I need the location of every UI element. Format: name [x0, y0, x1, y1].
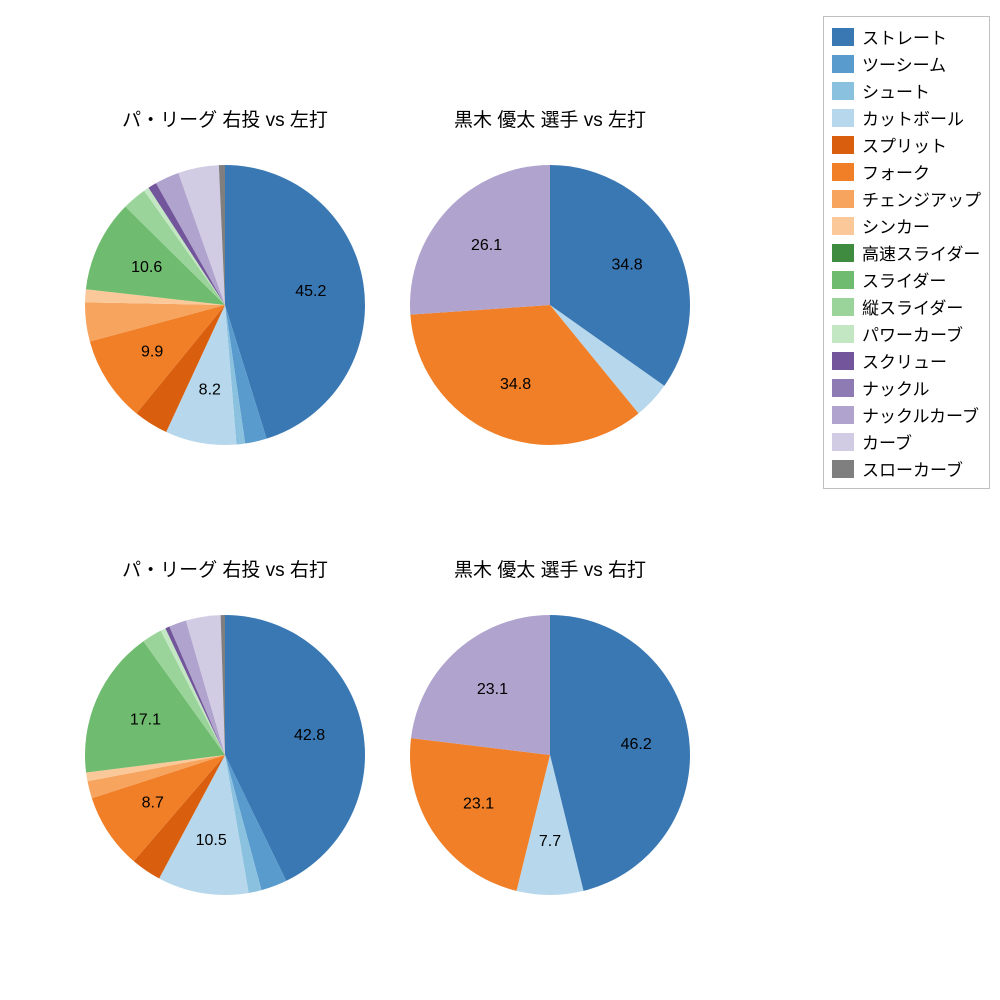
legend-label: ツーシーム	[862, 51, 946, 76]
legend-item: カーブ	[832, 428, 981, 455]
legend-label: シンカー	[862, 213, 930, 238]
legend-swatch	[832, 217, 854, 235]
legend-swatch	[832, 379, 854, 397]
legend-label: 高速スライダー	[862, 240, 980, 265]
legend-label: ストレート	[862, 24, 947, 49]
legend-item: カットボール	[832, 104, 981, 131]
legend-swatch	[832, 136, 854, 154]
pie-slice-label: 8.2	[199, 382, 221, 399]
pie-slice-label: 17.1	[130, 711, 161, 728]
pie-slice-label: 7.7	[539, 833, 561, 850]
legend-swatch	[832, 109, 854, 127]
pie-slice-label: 23.1	[477, 681, 508, 698]
pie-slice-label: 10.5	[196, 832, 227, 849]
pie-slice-label: 26.1	[471, 237, 502, 254]
legend-swatch	[832, 190, 854, 208]
pie-slice-label: 34.8	[612, 256, 643, 273]
legend-item: ナックル	[832, 374, 981, 401]
legend-item: ナックルカーブ	[832, 401, 981, 428]
legend-label: スローカーブ	[862, 456, 963, 481]
legend-item: フォーク	[832, 158, 981, 185]
legend-swatch	[832, 28, 854, 46]
pie-slice-label: 10.6	[131, 259, 162, 276]
legend-swatch	[832, 325, 854, 343]
legend-item: シンカー	[832, 212, 981, 239]
legend-label: ナックルカーブ	[862, 402, 979, 427]
legend-label: スライダー	[862, 267, 946, 292]
legend-item: 縦スライダー	[832, 293, 981, 320]
legend-swatch	[832, 271, 854, 289]
legend-swatch	[832, 460, 854, 478]
pie-slice-label: 23.1	[463, 796, 494, 813]
legend-item: スローカーブ	[832, 455, 981, 482]
figure: パ・リーグ 右投 vs 左打 黒木 優太 選手 vs 左打 パ・リーグ 右投 v…	[0, 0, 1000, 1000]
legend-label: フォーク	[862, 159, 930, 184]
legend-item: ツーシーム	[832, 50, 981, 77]
legend-swatch	[832, 55, 854, 73]
legend-item: ストレート	[832, 23, 981, 50]
legend-item: スライダー	[832, 266, 981, 293]
legend-item: チェンジアップ	[832, 185, 981, 212]
legend-item: パワーカーブ	[832, 320, 981, 347]
legend-swatch	[832, 244, 854, 262]
pie-slice-label: 45.2	[295, 283, 326, 300]
pie-slice-label: 46.2	[621, 736, 652, 753]
legend-swatch	[832, 352, 854, 370]
legend-swatch	[832, 433, 854, 451]
legend-label: 縦スライダー	[862, 294, 963, 319]
legend-swatch	[832, 163, 854, 181]
legend-swatch	[832, 82, 854, 100]
pie-slice-label: 34.8	[500, 376, 531, 393]
legend-item: スクリュー	[832, 347, 981, 374]
legend: ストレートツーシームシュートカットボールスプリットフォークチェンジアップシンカー…	[823, 16, 990, 489]
legend-label: チェンジアップ	[862, 186, 981, 211]
pie-slice-label: 42.8	[294, 727, 325, 744]
legend-item: スプリット	[832, 131, 981, 158]
legend-label: シュート	[862, 78, 930, 103]
legend-label: カーブ	[862, 429, 912, 454]
legend-swatch	[832, 298, 854, 316]
pie-slice-label: 9.9	[141, 343, 163, 360]
legend-label: カットボール	[862, 105, 964, 130]
legend-label: スクリュー	[862, 348, 947, 373]
legend-label: パワーカーブ	[862, 321, 963, 346]
legend-item: 高速スライダー	[832, 239, 981, 266]
legend-swatch	[832, 406, 854, 424]
legend-label: ナックル	[862, 375, 930, 400]
pie-slice-label: 8.7	[142, 794, 164, 811]
legend-item: シュート	[832, 77, 981, 104]
legend-label: スプリット	[862, 132, 947, 157]
